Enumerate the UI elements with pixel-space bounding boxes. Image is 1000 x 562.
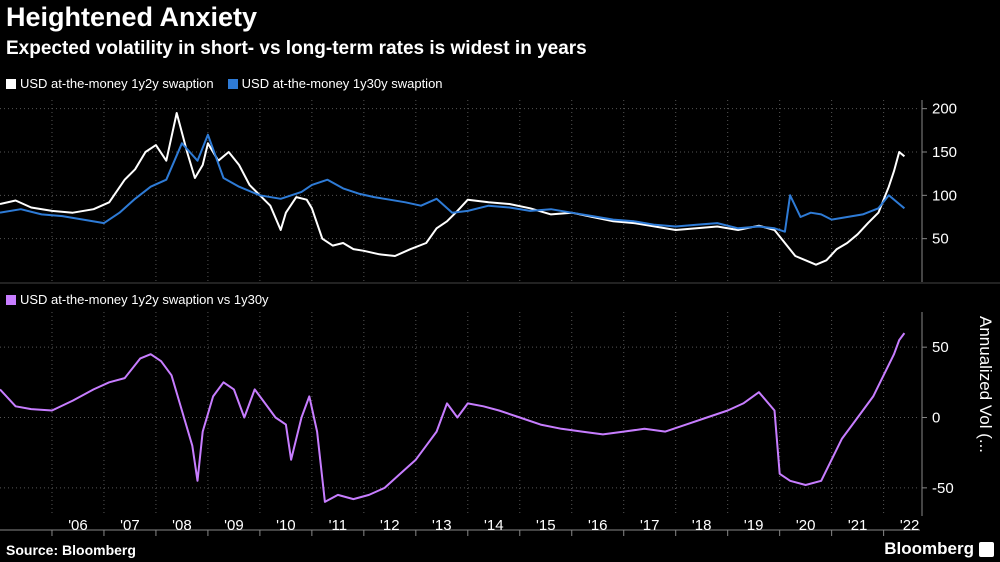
chart-title: Heightened Anxiety — [6, 2, 258, 32]
chart-subtitle: Expected volatility in short- vs long-te… — [6, 38, 587, 59]
legend-item-1y30y: USD at-the-money 1y30y swaption — [227, 76, 443, 91]
y-tick-label: 50 — [932, 339, 949, 356]
legend-label-1y30y: USD at-the-money 1y30y swaption — [241, 76, 443, 91]
brand-logo: Bloomberg — [884, 539, 974, 558]
x-tick-label: '10 — [276, 517, 296, 534]
y-tick-label: 100 — [932, 187, 957, 204]
x-tick-label: '09 — [224, 517, 244, 534]
legend-swatch-white — [6, 78, 16, 89]
x-tick-label: '17 — [640, 517, 660, 534]
y-axis-label: Annualized Vol (... — [976, 316, 995, 453]
bloomberg-icon — [979, 542, 994, 557]
legend-item-spread: USD at-the-money 1y2y swaption vs 1y30y — [6, 292, 269, 307]
x-tick-label: '16 — [588, 517, 608, 534]
x-tick-label: '06 — [68, 517, 88, 534]
y-tick-label: 150 — [932, 144, 957, 161]
legend-label-1y2y: USD at-the-money 1y2y swaption — [20, 76, 214, 91]
y-tick-label: -50 — [932, 480, 954, 497]
legend-label-spread: USD at-the-money 1y2y swaption vs 1y30y — [20, 292, 269, 307]
x-tick-label: '11 — [329, 517, 347, 534]
y-tick-label: 0 — [932, 410, 940, 427]
top-legend: USD at-the-money 1y2y swaption USD at-th… — [6, 76, 457, 91]
source-note: Source: Bloomberg — [6, 542, 136, 558]
series-line-0-0 — [0, 112, 906, 266]
x-tick-label: '20 — [796, 517, 816, 534]
x-tick-label: '22 — [900, 517, 920, 534]
y-tick-label: 50 — [932, 231, 949, 248]
legend-swatch-purple — [6, 294, 16, 305]
bottom-legend: USD at-the-money 1y2y swaption vs 1y30y — [6, 292, 283, 307]
x-tick-label: '07 — [120, 517, 140, 534]
series-line-0-1 — [0, 133, 906, 233]
x-tick-label: '19 — [744, 517, 764, 534]
x-tick-label: '13 — [432, 517, 452, 534]
x-tick-label: '15 — [536, 517, 556, 534]
legend-swatch-blue — [227, 78, 238, 89]
x-tick-label: '14 — [484, 517, 504, 534]
y-tick-label: 200 — [932, 101, 957, 118]
x-tick-label: '18 — [692, 517, 712, 534]
x-tick-label: '12 — [380, 517, 400, 534]
x-tick-label: '08 — [172, 517, 192, 534]
legend-item-1y2y: USD at-the-money 1y2y swaption — [6, 76, 214, 91]
series-line-1-0 — [0, 332, 906, 503]
x-tick-label: '21 — [848, 517, 868, 534]
